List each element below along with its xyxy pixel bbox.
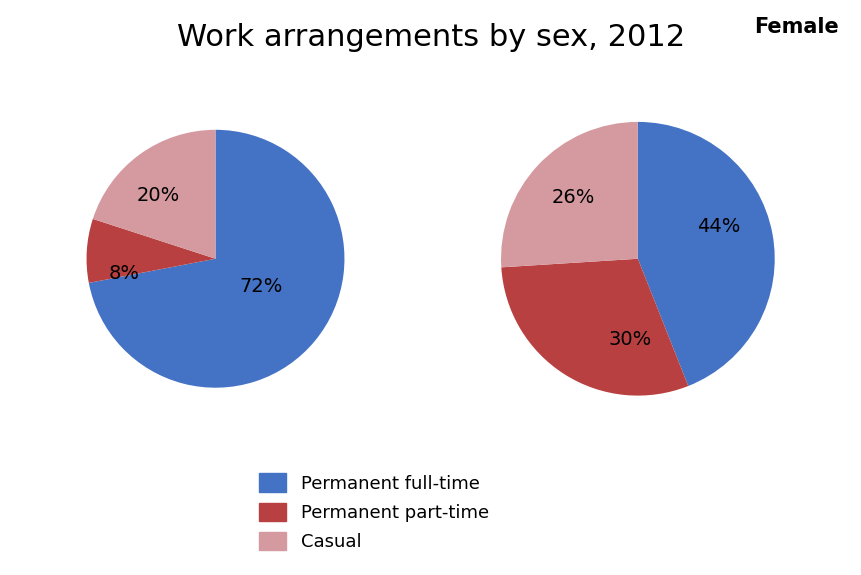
Wedge shape — [86, 219, 215, 283]
Wedge shape — [93, 130, 215, 259]
Text: Female: Female — [753, 17, 838, 37]
Text: 8%: 8% — [108, 264, 139, 283]
Wedge shape — [637, 122, 774, 386]
Wedge shape — [501, 259, 687, 396]
Text: 44%: 44% — [696, 217, 740, 236]
Text: 72%: 72% — [239, 277, 282, 296]
Text: Work arrangements by sex, 2012: Work arrangements by sex, 2012 — [177, 23, 684, 52]
Text: 30%: 30% — [608, 329, 651, 349]
Wedge shape — [500, 122, 637, 267]
Text: 26%: 26% — [551, 188, 594, 207]
Legend: Permanent full-time, Permanent part-time, Casual: Permanent full-time, Permanent part-time… — [250, 464, 498, 560]
Wedge shape — [89, 130, 344, 388]
Text: 20%: 20% — [136, 186, 179, 205]
